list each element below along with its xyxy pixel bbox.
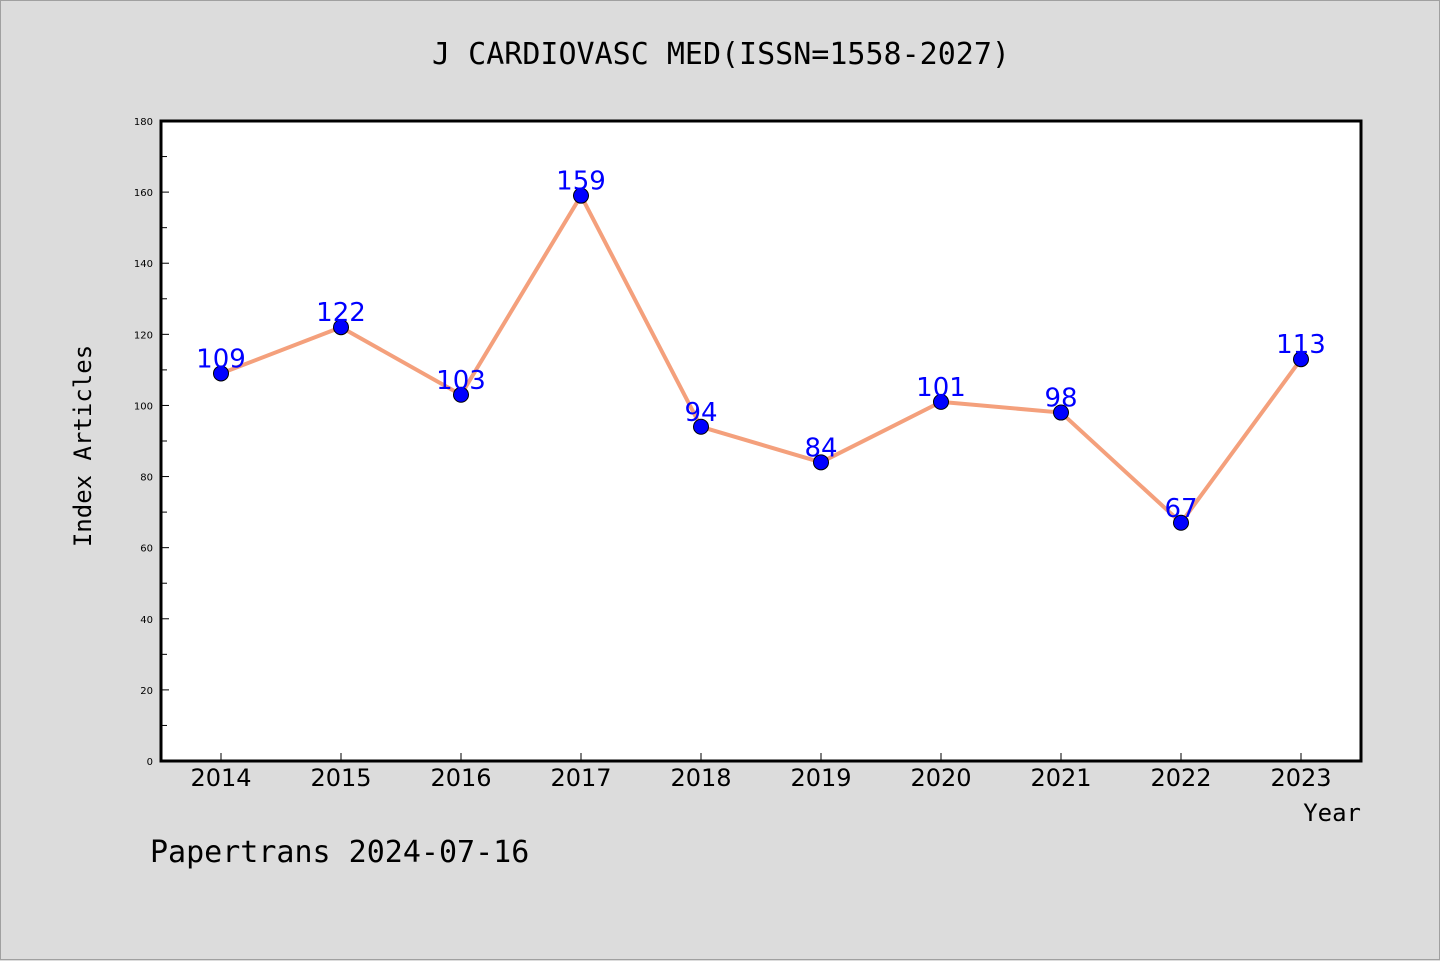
- series-layer: [213, 187, 1309, 531]
- data-label: 159: [556, 167, 606, 197]
- data-label: 122: [316, 298, 366, 328]
- y-tick-label: 80: [140, 473, 153, 484]
- x-tick-label: 2016: [430, 764, 491, 792]
- data-label-layer: 109 122 103 159 94 84 101 98 67 113: [196, 167, 1326, 524]
- data-point: [693, 418, 709, 435]
- data-point: [1293, 351, 1309, 368]
- data-point: [453, 386, 469, 403]
- y-tick-label: 40: [140, 615, 153, 626]
- y-tick-label: 20: [140, 686, 153, 697]
- x-tick-label: 2020: [910, 764, 971, 792]
- x-axis-title: Year: [1303, 799, 1361, 827]
- data-point: [933, 393, 949, 410]
- data-point: [1053, 404, 1069, 421]
- x-tick-label: 2015: [310, 764, 371, 792]
- y-tick-label: 60: [140, 544, 153, 555]
- chart-title: J CARDIOVASC MED(ISSN=1558-2027): [432, 37, 1010, 72]
- x-tick-label: 2022: [1150, 764, 1211, 792]
- y-tick-label: 120: [134, 330, 153, 341]
- data-point: [573, 187, 589, 204]
- x-tick-label: 2018: [670, 764, 731, 792]
- y-tick-label: 0: [147, 757, 153, 768]
- data-point: [1173, 514, 1189, 531]
- y-tick-label: 160: [134, 188, 153, 199]
- x-axis: 2014 2015 2016 2017 2018 2019 2020 2021 2022 2023: [190, 753, 1332, 792]
- x-tick-label: 2023: [1270, 764, 1331, 792]
- y-axis-title: Index Articles: [69, 345, 97, 547]
- x-tick-label: 2019: [790, 764, 851, 792]
- y-tick-label: 100: [134, 401, 153, 412]
- plot-area: [159, 119, 1363, 763]
- y-tick-label: 180: [134, 117, 153, 128]
- y-axis: 0 20 40 60 80 100 120 140 160 180: [134, 117, 169, 768]
- data-label: 101: [916, 373, 966, 403]
- data-label: 84: [804, 433, 837, 463]
- data-label: 109: [196, 344, 246, 374]
- data-label: 113: [1276, 330, 1326, 360]
- data-label: 67: [1164, 494, 1197, 524]
- y-tick-label: 140: [134, 259, 153, 270]
- data-label: 94: [684, 398, 717, 428]
- data-label: 103: [436, 366, 486, 396]
- x-tick-label: 2017: [550, 764, 611, 792]
- series-line: [220, 193, 1303, 525]
- x-tick-label: 2021: [1030, 764, 1091, 792]
- data-point: [333, 319, 349, 336]
- data-label: 98: [1044, 384, 1077, 414]
- x-tick-label: 2014: [190, 764, 251, 792]
- data-point: [813, 454, 829, 471]
- footer-credit: Papertrans 2024-07-16: [150, 835, 530, 870]
- data-point: [213, 365, 229, 382]
